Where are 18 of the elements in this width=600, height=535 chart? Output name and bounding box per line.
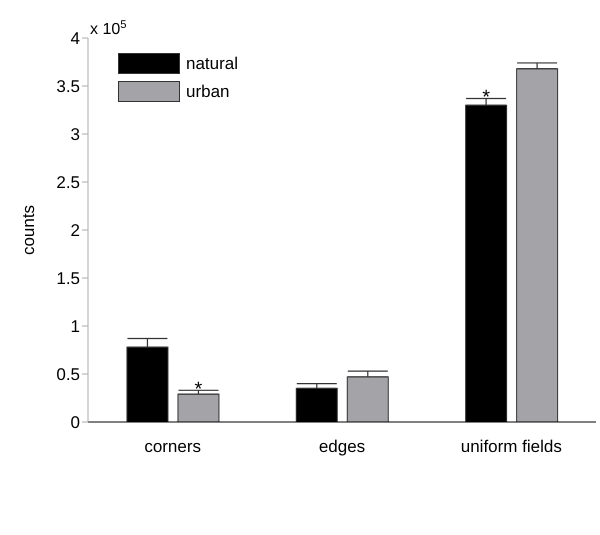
legend-label: natural (186, 54, 238, 74)
annotation: * (482, 86, 490, 108)
y-tick-label: 3 (70, 125, 80, 144)
y-tick-label: 0 (70, 413, 80, 432)
y-tick-label: 2 (70, 221, 80, 240)
legend-label: urban (186, 82, 230, 102)
y-axis-title: counts (19, 204, 38, 256)
y-tick-label: 0.5 (56, 365, 80, 384)
y-tick-label: 1.5 (56, 269, 80, 288)
y-tick-label: 3.5 (56, 77, 80, 96)
annotation: x 10$^{5}$ (90, 19, 126, 38)
x-tick-label: corners (144, 437, 202, 456)
annotation: * (194, 378, 203, 400)
y-tick-label: 2.5 (56, 173, 80, 192)
x-tick-label: uniform fields (460, 437, 562, 456)
y-tick-label: 1 (70, 317, 80, 336)
y-tick-label: 4 (70, 29, 80, 48)
x-tick-label: edges (318, 437, 366, 456)
